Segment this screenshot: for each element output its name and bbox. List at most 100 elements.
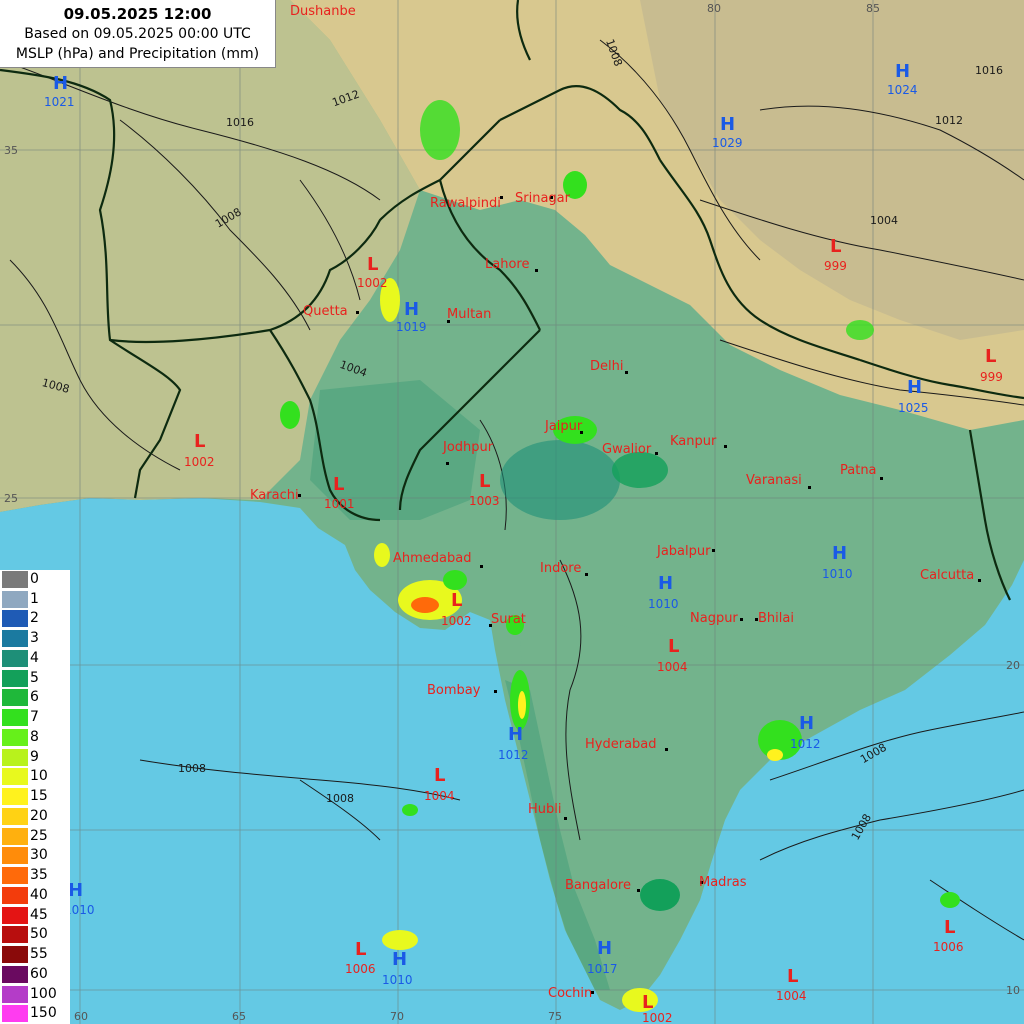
legend-row: 40 [0, 886, 70, 906]
svg-text:1029: 1029 [712, 136, 743, 150]
map-variables: MSLP (hPa) and Precipitation (mm) [15, 46, 260, 62]
city-patna[interactable]: Patna [840, 463, 883, 480]
pressure-center: L 1004 [776, 966, 807, 1003]
legend-swatch [2, 926, 28, 944]
precip-area-arabian-sea-2 [402, 804, 418, 816]
legend-label: 15 [30, 788, 48, 805]
city-rawalpindi[interactable]: Rawalpindi [430, 196, 503, 211]
legend-row: 150 [0, 1004, 70, 1024]
city-label: Gwalior [602, 442, 652, 457]
legend-swatch [2, 590, 28, 608]
city-bhilai[interactable]: Bhilai [755, 611, 794, 626]
legend-swatch [2, 610, 28, 628]
city-jodhpur[interactable]: Jodhpur [442, 440, 494, 465]
precip-area-surat [506, 615, 524, 635]
svg-text:1010: 1010 [382, 973, 413, 987]
city-nagpur[interactable]: Nagpur [690, 611, 743, 626]
city-quetta[interactable]: Quetta [303, 304, 359, 319]
city-dushanbe[interactable]: Dushanbe [290, 4, 356, 19]
svg-text:L: L [451, 590, 462, 611]
svg-text:H: H [392, 949, 407, 970]
city-label: Bhilai [758, 611, 794, 626]
isobar-label: 1016 [975, 64, 1003, 77]
precip-area-kashmir [563, 171, 587, 199]
pressure-center: L 1006 [345, 939, 376, 976]
city-ahmedabad[interactable]: Ahmedabad [393, 551, 483, 568]
svg-text:L: L [985, 346, 996, 367]
precip-area-orissa-core [767, 749, 783, 761]
svg-text:1021: 1021 [44, 95, 75, 109]
city-srinagar[interactable]: Srinagar [515, 191, 571, 206]
pressure-center: H 1012 [790, 713, 821, 751]
legend-row: 50 [0, 925, 70, 945]
legend-swatch [2, 649, 28, 667]
svg-text:H: H [832, 543, 847, 564]
legend-row: 35 [0, 866, 70, 886]
city-indore[interactable]: Indore [540, 561, 588, 576]
pressure-center: L 1001 [324, 474, 355, 511]
legend-row: 20 [0, 807, 70, 827]
city-surat[interactable]: Surat [489, 612, 526, 627]
city-bombay[interactable]: Bombay [427, 683, 497, 698]
city-label: Hyderabad [585, 737, 657, 752]
legend-swatch [2, 709, 28, 727]
precip-area-cochin [622, 988, 658, 1012]
pressure-center: H 1010 [822, 543, 853, 581]
legend-swatch [2, 728, 28, 746]
svg-text:H: H [799, 713, 814, 734]
city-bangalore[interactable]: Bangalore [565, 878, 640, 893]
city-label: Delhi [590, 359, 623, 374]
pressure-center: L 999 [824, 236, 847, 273]
city-karachi[interactable]: Karachi [250, 488, 301, 503]
city-multan[interactable]: Multan [447, 307, 491, 323]
pressure-center: L 1003 [469, 471, 500, 508]
legend-swatch [2, 886, 28, 904]
svg-text:1024: 1024 [887, 83, 918, 97]
pressure-center: L 1002 [441, 590, 472, 628]
city-label: Quetta [303, 304, 348, 319]
legend-label: 0 [30, 571, 39, 587]
city-hubli[interactable]: Hubli [528, 802, 567, 820]
city-label: Calcutta [920, 568, 974, 583]
city-label: Kanpur [670, 434, 717, 449]
city-label: Dushanbe [290, 4, 356, 19]
legend-swatch [2, 867, 28, 885]
svg-text:H: H [53, 73, 68, 94]
svg-text:1019: 1019 [396, 320, 427, 334]
legend-label: 150 [30, 1005, 57, 1022]
city-madras[interactable]: Madras [699, 875, 747, 890]
city-hyderabad[interactable]: Hyderabad [585, 737, 668, 752]
city-varanasi[interactable]: Varanasi [746, 473, 811, 489]
lon-label: 65 [232, 1010, 246, 1023]
deccan-plateau [520, 620, 760, 960]
city-cochin[interactable]: Cochin [548, 986, 594, 1001]
city-jaipur[interactable]: Jaipur [544, 419, 583, 434]
svg-text:1004: 1004 [776, 989, 807, 1003]
pressure-center: L 999 [980, 346, 1003, 384]
lon-label: 85 [866, 2, 880, 15]
legend-swatch [2, 788, 28, 806]
city-delhi[interactable]: Delhi [590, 359, 628, 374]
legend-swatch [2, 807, 28, 825]
legend-row: 55 [0, 945, 70, 965]
city-kanpur[interactable]: Kanpur [670, 434, 727, 449]
legend-row: 30 [0, 846, 70, 866]
pressure-center: H 1010 [648, 573, 679, 611]
city-calcutta[interactable]: Calcutta [920, 568, 981, 583]
isobar-label: 1016 [226, 116, 254, 129]
city-jabalpur[interactable]: Jabalpur [656, 544, 715, 559]
svg-text:L: L [355, 939, 366, 960]
lat-label: 10 [1006, 984, 1020, 997]
city-lahore[interactable]: Lahore [485, 257, 538, 272]
svg-text:L: L [668, 636, 679, 657]
legend-label: 20 [30, 807, 48, 824]
legend-label: 45 [30, 906, 48, 923]
legend-label: 2 [30, 610, 39, 627]
city-label: Rawalpindi [430, 196, 501, 211]
city-gwalior[interactable]: Gwalior [602, 442, 658, 457]
precip-area-himalaya [420, 100, 460, 160]
pressure-center: L 1002 [184, 431, 215, 469]
legend-label: 5 [30, 669, 39, 686]
